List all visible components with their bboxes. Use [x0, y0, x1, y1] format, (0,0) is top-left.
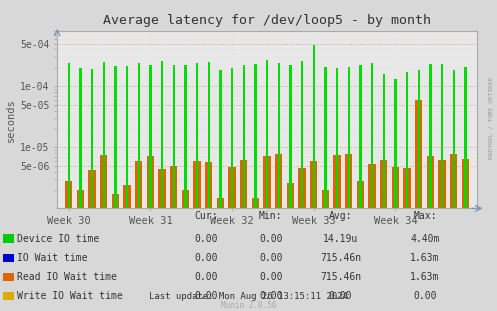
Bar: [380, 160, 388, 311]
Bar: [65, 181, 73, 311]
Bar: [266, 60, 268, 311]
Bar: [91, 69, 93, 311]
Text: 0.00: 0.00: [259, 291, 283, 301]
Bar: [333, 155, 341, 311]
Bar: [427, 156, 434, 311]
Text: 1.63m: 1.63m: [410, 253, 440, 263]
Bar: [159, 169, 166, 311]
Bar: [310, 161, 318, 311]
Text: Max:: Max:: [413, 211, 437, 221]
Bar: [415, 100, 422, 311]
Bar: [404, 169, 411, 311]
Bar: [345, 155, 352, 311]
Text: 1.63m: 1.63m: [410, 272, 440, 282]
Bar: [229, 167, 236, 311]
Bar: [275, 154, 282, 311]
Text: Cur:: Cur:: [194, 211, 218, 221]
Bar: [371, 63, 373, 311]
Bar: [182, 190, 189, 311]
Bar: [357, 181, 364, 311]
Bar: [193, 161, 201, 311]
Text: 0.00: 0.00: [194, 291, 218, 301]
Bar: [406, 72, 409, 311]
Bar: [368, 164, 376, 311]
Bar: [252, 198, 259, 311]
Text: Last update: Mon Aug 26 13:15:11 2024: Last update: Mon Aug 26 13:15:11 2024: [149, 292, 348, 301]
Text: IO Wait time: IO Wait time: [17, 253, 88, 263]
Bar: [324, 67, 327, 311]
Bar: [383, 74, 385, 311]
Text: 0.00: 0.00: [194, 234, 218, 244]
Text: 0.00: 0.00: [329, 291, 352, 301]
Bar: [392, 167, 399, 311]
Bar: [453, 70, 455, 311]
Bar: [322, 190, 329, 311]
Bar: [289, 65, 292, 311]
Bar: [79, 68, 82, 311]
Bar: [123, 185, 131, 311]
Bar: [299, 168, 306, 311]
Text: 715.46n: 715.46n: [320, 253, 361, 263]
Bar: [205, 162, 213, 311]
Bar: [462, 159, 469, 311]
Text: RRDTOOL / TOBI OETIKER: RRDTOOL / TOBI OETIKER: [489, 77, 494, 160]
Text: 0.00: 0.00: [259, 272, 283, 282]
Bar: [359, 65, 362, 311]
Bar: [263, 156, 271, 311]
Text: Write IO Wait time: Write IO Wait time: [17, 291, 123, 301]
Bar: [196, 63, 198, 311]
Bar: [347, 67, 350, 311]
Bar: [172, 65, 175, 311]
Bar: [112, 194, 119, 311]
Bar: [464, 67, 467, 311]
Text: 0.00: 0.00: [194, 272, 218, 282]
Bar: [77, 190, 84, 311]
Bar: [394, 79, 397, 311]
Bar: [135, 161, 143, 311]
Text: 0.00: 0.00: [194, 253, 218, 263]
Bar: [243, 65, 245, 311]
Bar: [138, 63, 140, 311]
Bar: [102, 62, 105, 311]
Bar: [100, 155, 107, 311]
Bar: [278, 63, 280, 311]
Bar: [254, 64, 256, 311]
Text: 0.00: 0.00: [413, 291, 437, 301]
Bar: [438, 160, 446, 311]
Bar: [301, 61, 303, 311]
Text: Device IO time: Device IO time: [17, 234, 99, 244]
Text: 0.00: 0.00: [259, 253, 283, 263]
Bar: [417, 70, 420, 311]
Bar: [217, 198, 224, 311]
Text: 715.46n: 715.46n: [320, 272, 361, 282]
Text: 0.00: 0.00: [259, 234, 283, 244]
Bar: [336, 68, 338, 311]
Bar: [313, 45, 315, 311]
Y-axis label: seconds: seconds: [6, 98, 16, 142]
Bar: [231, 68, 234, 311]
Bar: [68, 63, 70, 311]
Bar: [208, 62, 210, 311]
Bar: [450, 154, 457, 311]
Bar: [240, 160, 248, 311]
Text: Munin 2.0.56: Munin 2.0.56: [221, 301, 276, 310]
Text: Read IO Wait time: Read IO Wait time: [17, 272, 117, 282]
Text: Avg:: Avg:: [329, 211, 352, 221]
Bar: [147, 156, 154, 311]
Bar: [184, 65, 187, 311]
Bar: [219, 70, 222, 311]
Bar: [126, 66, 128, 311]
Text: Min:: Min:: [259, 211, 283, 221]
Bar: [149, 65, 152, 311]
Bar: [161, 61, 164, 311]
Text: 4.40m: 4.40m: [410, 234, 440, 244]
Bar: [287, 183, 294, 311]
Bar: [88, 170, 96, 311]
Bar: [429, 64, 432, 311]
Bar: [114, 66, 117, 311]
Bar: [441, 64, 443, 311]
Text: 14.19u: 14.19u: [323, 234, 358, 244]
Title: Average latency for /dev/loop5 - by month: Average latency for /dev/loop5 - by mont…: [103, 14, 431, 27]
Bar: [170, 166, 177, 311]
